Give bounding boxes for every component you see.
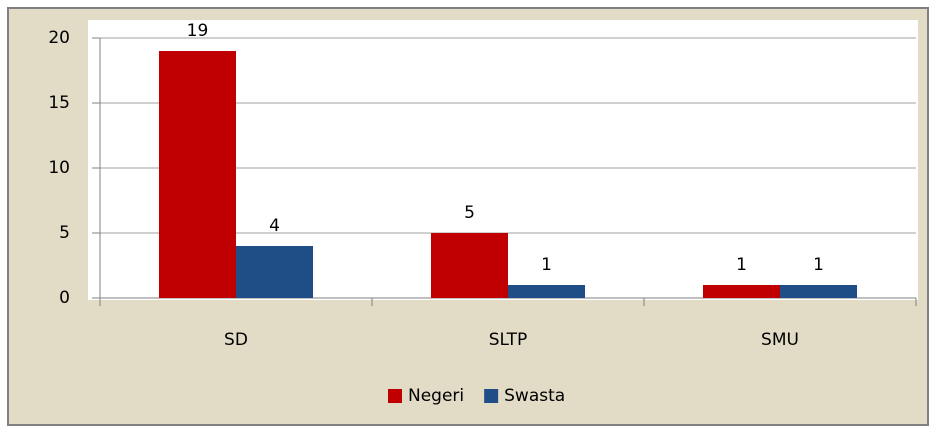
legend-label: Swasta: [504, 386, 565, 406]
y-tick-label: 10: [48, 158, 70, 178]
data-label: 1: [541, 255, 552, 275]
x-tick-label: SMU: [761, 330, 799, 350]
legend-swatch: [388, 389, 402, 403]
bar: [508, 285, 585, 298]
bar: [703, 285, 780, 298]
data-label: 5: [464, 203, 475, 223]
data-label: 4: [269, 216, 280, 236]
bar: [159, 51, 236, 298]
legend-label: Negeri: [408, 386, 464, 406]
x-tick-label: SLTP: [489, 330, 528, 350]
data-label: 19: [187, 21, 209, 41]
data-label: 1: [813, 255, 824, 275]
y-tick-label: 15: [48, 93, 70, 113]
x-tick-label: SD: [224, 330, 248, 350]
y-tick-label: 20: [48, 28, 70, 48]
data-label: 1: [736, 255, 747, 275]
bar: [780, 285, 857, 298]
bar: [431, 233, 508, 298]
y-tick-label: 0: [59, 288, 70, 308]
bar: [236, 246, 313, 298]
y-tick-label: 5: [59, 223, 70, 243]
legend-swatch: [484, 389, 499, 403]
